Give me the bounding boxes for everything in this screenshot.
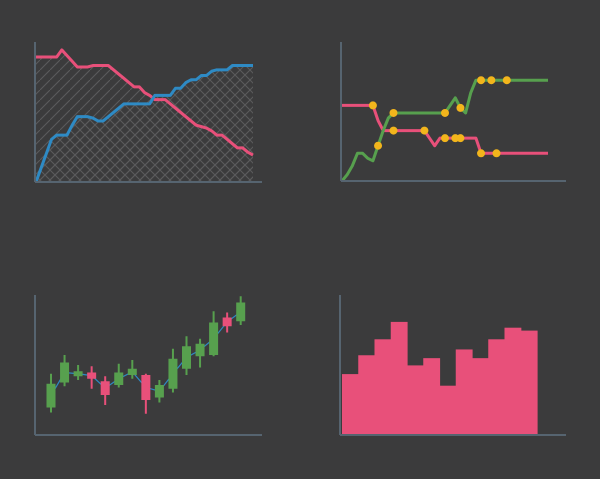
line-point-series-1 [477, 149, 486, 158]
line-point-series-2 [374, 141, 383, 150]
candle-body [209, 322, 219, 355]
candle-body [141, 375, 151, 400]
candle-body [114, 372, 124, 385]
step-bar [504, 327, 522, 435]
candle-body [46, 383, 56, 408]
candle-body [222, 317, 232, 327]
area-line-series-2 [34, 64, 253, 183]
candle-body [168, 358, 178, 389]
line-point-series-2 [389, 108, 398, 117]
step-bar [423, 358, 441, 435]
line-point-series-2 [502, 76, 511, 85]
line-point-series-2 [477, 76, 486, 85]
candle-body [127, 368, 137, 375]
step-bar [488, 339, 506, 435]
step-bar [374, 339, 392, 435]
step-bar [455, 349, 473, 435]
step-bar [358, 355, 376, 435]
line-point-series-2 [487, 76, 496, 85]
line-point-series-2 [441, 108, 449, 117]
line-series-2 [340, 78, 548, 182]
line-point-series-1 [368, 101, 377, 110]
area-fill-series-2 [36, 65, 253, 182]
candle-body [73, 371, 83, 377]
candle-body [100, 381, 110, 395]
candle-body [154, 385, 164, 398]
step-bar [520, 330, 538, 435]
line-chart [340, 42, 566, 182]
step-bar [472, 358, 489, 435]
candle-body [195, 343, 205, 357]
line-point-series-2 [456, 103, 465, 112]
line-point-series-1 [441, 134, 449, 143]
step-area-chart [339, 295, 566, 436]
step-bar [342, 374, 359, 435]
line-point-series-1 [389, 126, 398, 135]
candle-body [60, 362, 70, 383]
step-bar [439, 385, 457, 435]
line-point-series-1 [420, 126, 429, 135]
area-chart [34, 42, 262, 183]
line-point-series-1 [492, 149, 501, 158]
area-line-series-1 [36, 48, 254, 157]
candle-body [87, 372, 97, 379]
candle-body [182, 346, 191, 369]
line-point-series-1 [456, 134, 465, 143]
step-bar [390, 321, 408, 435]
candle-body [236, 302, 246, 322]
candlestick-chart [34, 295, 262, 436]
step-bar [407, 365, 424, 435]
